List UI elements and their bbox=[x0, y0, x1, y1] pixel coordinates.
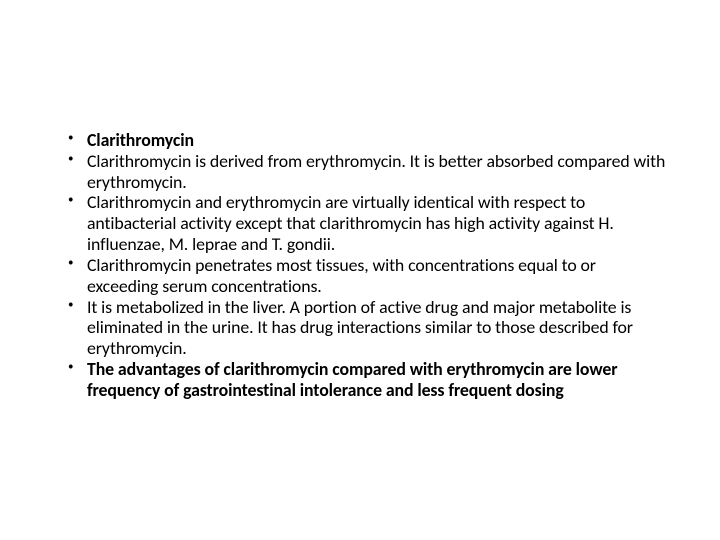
list-item: • Clarithromycin penetrates most tissues… bbox=[65, 255, 670, 297]
list-item: • The advantages of clarithromycin compa… bbox=[65, 359, 670, 401]
bullet-text: Clarithromycin bbox=[87, 129, 194, 151]
bullet-icon: • bbox=[68, 194, 73, 207]
slide: • Clarithromycin • Clarithromycin is der… bbox=[0, 0, 720, 540]
list-item: • Clarithromycin is derived from erythro… bbox=[65, 151, 670, 193]
bullet-text: It is metabolized in the liver. A portio… bbox=[87, 296, 633, 360]
list-item: • Clarithromycin and erythromycin are vi… bbox=[65, 192, 670, 254]
bullet-text: Clarithromycin is derived from erythromy… bbox=[87, 150, 665, 193]
bullet-icon: • bbox=[68, 361, 73, 374]
bullet-icon: • bbox=[68, 299, 73, 312]
bullet-text: Clarithromycin penetrates most tissues, … bbox=[87, 254, 596, 297]
bullet-icon: • bbox=[68, 257, 73, 270]
bullet-list: • Clarithromycin • Clarithromycin is der… bbox=[65, 130, 670, 401]
bullet-icon: • bbox=[68, 153, 73, 166]
bullet-text: Clarithromycin and erythromycin are virt… bbox=[87, 191, 614, 255]
bullet-icon: • bbox=[68, 132, 73, 145]
bullet-text: The advantages of clarithromycin compare… bbox=[87, 358, 617, 401]
list-item: • Clarithromycin bbox=[65, 130, 670, 151]
list-item: • It is metabolized in the liver. A port… bbox=[65, 297, 670, 359]
